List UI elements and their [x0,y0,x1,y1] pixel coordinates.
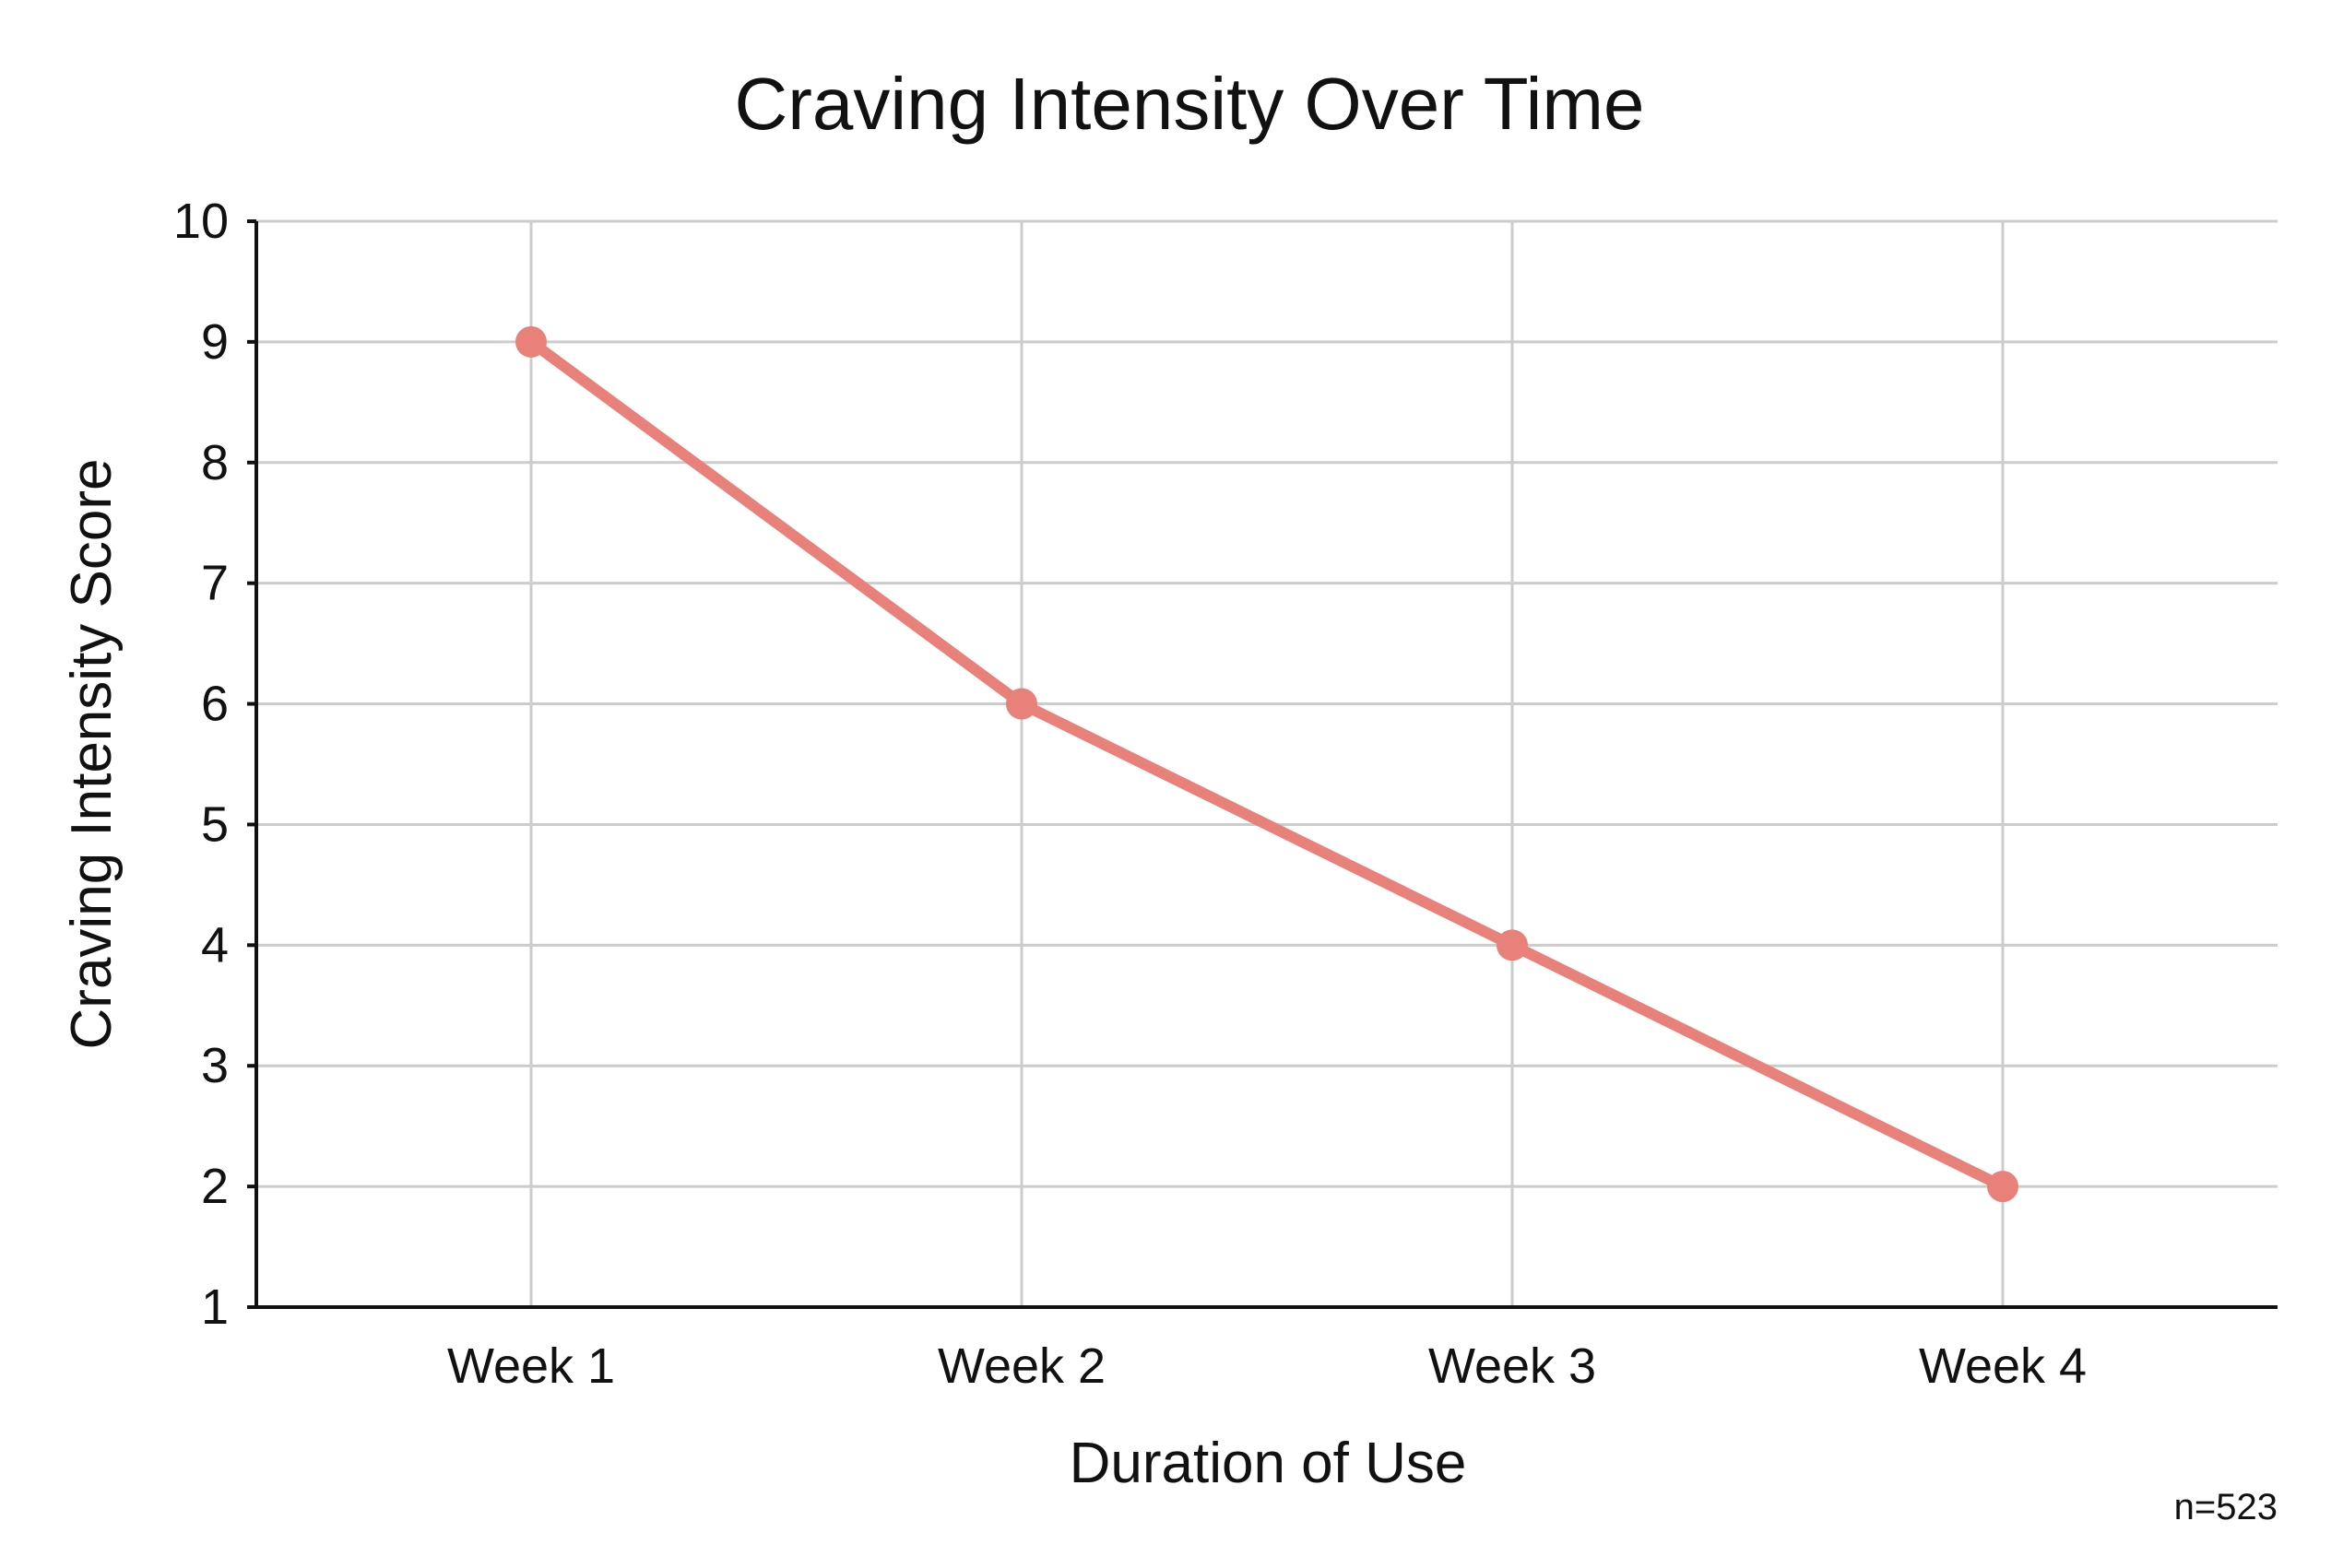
series [515,325,2018,1203]
x-tick-label: Week 3 [1428,1338,1596,1394]
y-tick-label: 3 [201,1038,229,1093]
x-tick-label: Week 1 [447,1338,615,1394]
sample-size-note: n=523 [2174,1487,2278,1527]
y-tick-labels: 1 2 3 4 5 6 7 8 9 10 [173,194,256,1335]
series-line [526,336,2008,1193]
y-tick-label: 8 [201,435,229,490]
x-tick-label: Week 2 [938,1338,1106,1394]
grid-lines [256,219,2278,1307]
data-point [1987,1171,2018,1203]
y-tick-label: 1 [201,1279,229,1335]
y-tick-label: 7 [201,556,229,611]
data-point [515,325,547,358]
y-tick-label: 6 [201,677,229,732]
chart-title: Craving Intensity Over Time [735,63,1645,145]
y-axis-label: Craving Intensity Score [60,459,124,1050]
y-tick-label: 5 [201,796,229,852]
x-tick-label: Week 4 [1919,1338,2087,1394]
y-tick-label: 2 [201,1159,229,1214]
data-point [1497,929,1528,961]
x-tick-labels: Week 1 Week 2 Week 3 Week 4 [447,1338,2087,1394]
x-axis-label: Duration of Use [1070,1432,1467,1495]
data-point [1006,688,1037,720]
y-tick-label: 4 [201,917,229,973]
y-tick-label: 10 [173,194,229,249]
y-tick-label: 9 [201,314,229,370]
